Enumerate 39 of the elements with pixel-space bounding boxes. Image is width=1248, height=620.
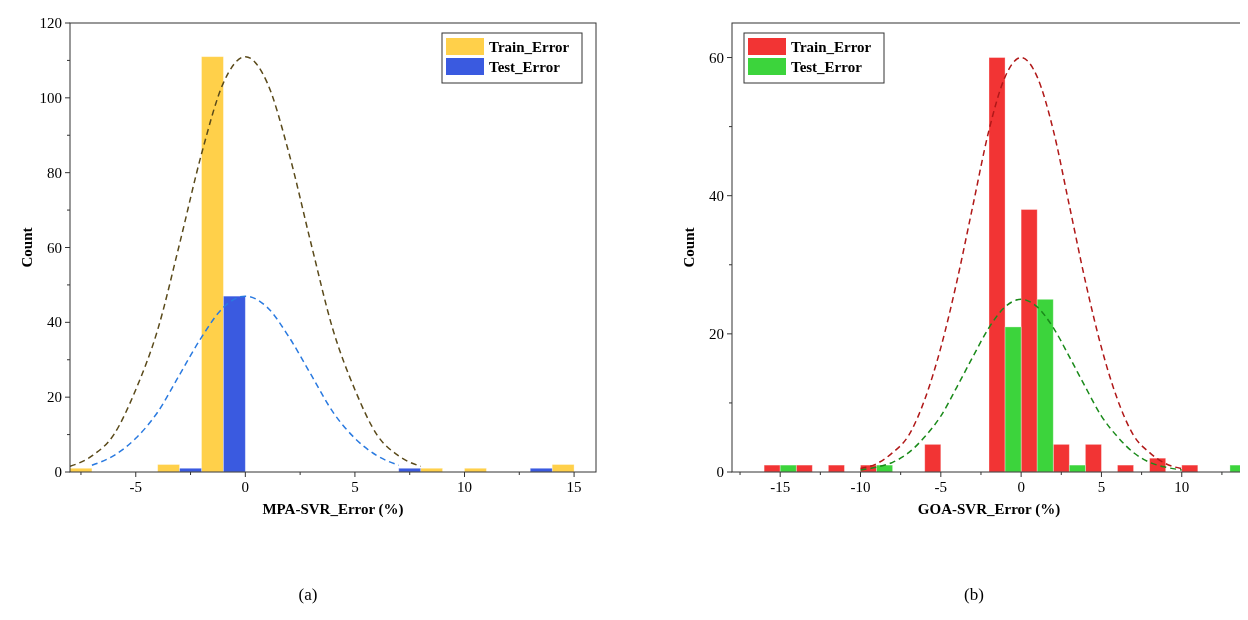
x-tick-label: 5 [351,479,359,495]
x-tick-label: 10 [457,479,472,495]
y-tick-label: 40 [47,314,62,331]
x-tick-label: 10 [1174,479,1190,495]
x-axis-title: MPA-SVR_Error (%) [262,501,404,518]
x-tick-label: -5 [129,479,142,495]
x-tick-label: 5 [1097,479,1106,495]
x-tick-label: 15 [566,479,582,495]
bar [1117,464,1134,472]
y-tick-label: 120 [39,15,62,31]
x-tick-label: 0 [1017,479,1025,495]
line-series [91,295,400,467]
y-axis-title: Count [19,227,35,268]
y-tick-label: 0 [54,464,62,480]
y-tick-label: 60 [47,239,62,256]
x-tick-label: -15 [770,479,791,495]
y-tick-label: 40 [709,187,724,204]
y-tick-label: 20 [47,389,62,406]
text: (b) [964,585,984,604]
y-tick-label: 0 [716,464,724,480]
line-series [859,298,1183,471]
x-tick-label: -10 [850,479,871,495]
y-axis-title: Count [681,227,697,268]
legend-label: Test_Error [791,59,863,75]
legend-label: Train_Error [791,39,872,55]
legend-label: Train_Error [489,39,570,55]
legend-label: Test_Error [489,59,561,75]
x-tick-label: 0 [241,479,250,495]
x-tick-label: -5 [934,479,948,495]
bar [827,464,845,472]
x-axis-title: GOA-SVR_Error (%) [917,501,1061,518]
y-tick-label: 100 [39,89,62,106]
bar [1181,464,1199,472]
y-tick-label: 80 [47,164,62,181]
bar [924,443,942,472]
y-tick-label: 20 [709,325,724,342]
text: (a) [298,585,318,604]
y-tick-label: 60 [709,49,724,66]
line-series [70,55,422,468]
